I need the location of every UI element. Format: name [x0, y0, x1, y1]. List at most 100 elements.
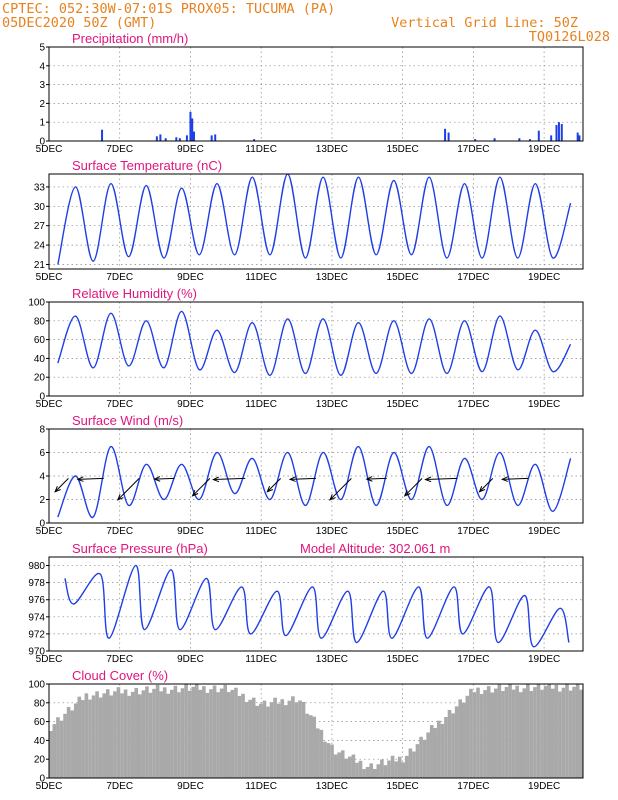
- x-tick-label: 15DEC: [387, 272, 419, 283]
- cloud-bar: [572, 686, 576, 778]
- plot-area: [57, 310, 572, 377]
- cloud-bar: [138, 694, 142, 778]
- y-tick-label: 978: [28, 578, 45, 589]
- cloud-bar: [102, 693, 106, 778]
- cloud-bar: [408, 748, 413, 778]
- cloud-bar: [273, 697, 277, 778]
- cloud-bar: [198, 689, 203, 778]
- x-tick-label: 17DEC: [457, 272, 489, 283]
- cloud-bar: [472, 692, 477, 778]
- cloud-bar: [429, 725, 434, 778]
- cloud-bar: [184, 684, 188, 778]
- precip-bar: [555, 125, 558, 141]
- y-tick-label: 33: [34, 182, 46, 193]
- cloud-bar: [419, 736, 423, 778]
- x-tick-label: 5DEC: [36, 654, 63, 665]
- x-tick-label: 13DEC: [316, 654, 348, 665]
- cloud-bar: [251, 697, 256, 778]
- cloud-bar: [323, 741, 327, 778]
- wind-arrow-head: [403, 490, 411, 497]
- header-model-id: TQ0126L028: [529, 29, 610, 45]
- x-tick-label: 9DEC: [177, 272, 204, 283]
- precip-bar: [253, 139, 256, 141]
- cloud-bar: [340, 750, 345, 778]
- cloud-bar: [316, 728, 320, 778]
- header-grid-note: Vertical Grid Line: 50Z: [391, 15, 578, 31]
- wind-arrow-head: [329, 494, 336, 501]
- cloud-bar: [319, 729, 324, 778]
- series-line: [57, 174, 572, 265]
- cloud-bar: [105, 689, 110, 778]
- cloud-bar: [558, 691, 562, 778]
- cloud-bar: [369, 763, 373, 778]
- cloud-bar: [130, 691, 135, 778]
- y-tick-label: 60: [34, 335, 46, 346]
- wind-arrow-head: [266, 486, 274, 493]
- cloud-bar: [66, 706, 71, 778]
- cloud-bar: [372, 768, 377, 778]
- cloud-bar: [444, 716, 448, 778]
- cloud-bar: [70, 710, 74, 778]
- cloud-bar: [127, 695, 131, 778]
- cloud-bar: [276, 703, 281, 778]
- cloud-bar: [394, 761, 398, 778]
- cloud-bar: [333, 754, 338, 778]
- x-tick-label: 7DEC: [106, 526, 133, 537]
- x-tick-label: 15DEC: [387, 781, 419, 792]
- cloud-bar: [298, 700, 302, 778]
- wind-arrow: [404, 477, 423, 497]
- cloud-bar: [173, 685, 178, 778]
- x-tick-label: 7DEC: [106, 781, 133, 792]
- y-tick-label: 970: [28, 647, 45, 658]
- y-tick-label: 976: [28, 595, 45, 606]
- x-tick-label: 11DEC: [245, 272, 277, 283]
- cloud-bar: [88, 699, 92, 778]
- panel-frame: [48, 173, 584, 270]
- cloud-bar: [73, 703, 78, 778]
- cloud-bar: [568, 690, 573, 778]
- y-tick-label: 80: [34, 316, 46, 327]
- panel-frame: [48, 301, 584, 397]
- cloud-bar: [63, 713, 67, 778]
- cloud-bar: [365, 766, 370, 778]
- panel-title: Relative Humidity (%): [72, 286, 197, 301]
- y-tick-label: 21: [34, 260, 46, 271]
- y-tick-label: 100: [28, 298, 45, 309]
- cloud-bar: [461, 702, 466, 778]
- cloud-bar: [209, 689, 213, 778]
- cloud-bar: [205, 692, 210, 778]
- cloud-bar: [219, 688, 224, 778]
- cloud-bar: [497, 684, 502, 778]
- y-tick-label: 5: [39, 43, 45, 54]
- cloud-bar: [120, 693, 124, 778]
- y-tick-label: 0: [39, 774, 45, 785]
- precip-bar: [101, 129, 104, 141]
- panel-title: Cloud Cover (%): [72, 668, 168, 683]
- precip-bar: [537, 130, 540, 141]
- x-tick-label: 9DEC: [177, 526, 204, 537]
- x-tick-label: 19DEC: [528, 399, 560, 410]
- y-tick-label: 80: [34, 698, 46, 709]
- x-tick-label: 9DEC: [177, 781, 204, 792]
- x-tick-label: 19DEC: [528, 781, 560, 792]
- x-tick-label: 9DEC: [177, 144, 204, 155]
- precip-bar: [178, 138, 181, 141]
- cloud-bar: [454, 706, 459, 778]
- cloud-bar: [433, 728, 438, 778]
- wind-arrow: [266, 477, 281, 493]
- panels: 0 1 2 3 4 5 5DEC 7DEC 9DEC 11DEC 13DEC 15DEC 17DEC 19…: [28, 31, 584, 792]
- cloud-bar: [227, 692, 231, 778]
- x-tick-label: 7DEC: [106, 272, 133, 283]
- cloud-bar: [508, 684, 512, 778]
- cloud-bar: [202, 686, 206, 778]
- cloud-bar: [465, 695, 470, 778]
- cloud-bar: [216, 692, 220, 778]
- panel-frame: [48, 46, 584, 142]
- cloud-bar: [376, 764, 381, 778]
- cloud-bar: [479, 694, 484, 778]
- precip-bar: [557, 122, 560, 141]
- y-tick-label: 6: [39, 448, 45, 459]
- cloud-bar: [522, 688, 527, 778]
- cloud-bar: [440, 723, 445, 778]
- cloud-bar: [326, 743, 331, 778]
